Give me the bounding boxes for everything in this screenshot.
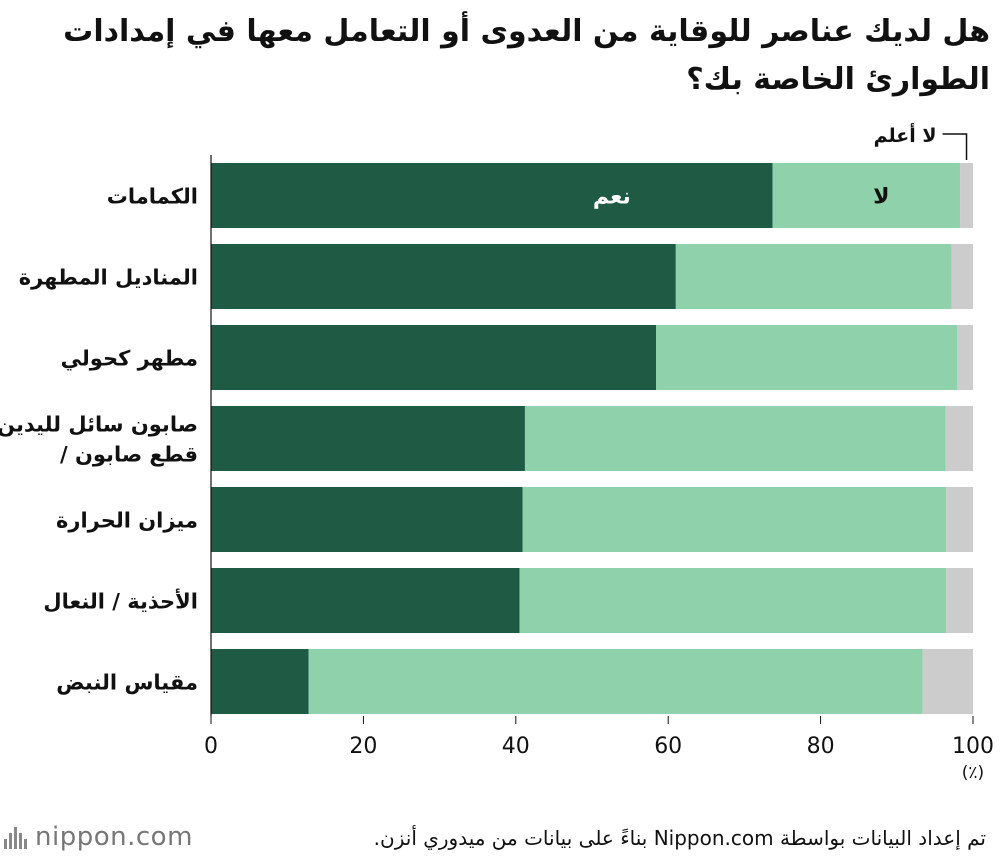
nippon-logo: nippon.com <box>4 822 193 852</box>
x-tick-label-4: 80 <box>807 734 835 759</box>
category-label-1-0: المناديل المطهرة <box>19 266 198 290</box>
category-label-0-0: الكمامات <box>107 185 198 209</box>
category-label-3-0: صابون سائل لليدين <box>0 413 198 437</box>
chart-title: هل لديك عناصر للوقاية من العدوى أو التعا… <box>63 14 990 97</box>
bar-yes-2 <box>211 325 657 390</box>
bar-no-5 <box>519 568 947 633</box>
bar-yes-1 <box>211 244 676 309</box>
bar-dont_know-6 <box>922 649 973 714</box>
bar-yes-6 <box>211 649 309 714</box>
legend-dont-know-leader <box>942 133 968 160</box>
category-label-3-1: / قطع صابون <box>60 443 198 467</box>
x-tick-label-5: 100 <box>952 734 994 759</box>
stacked-bar-chart: الكمامات المناديل المطهرة مطهر كحولي صابون … <box>0 123 994 783</box>
category-label-2-0: مطهر كحولي <box>61 347 198 371</box>
bar-no-4 <box>522 487 947 552</box>
legend-no-label: لا <box>873 185 889 210</box>
legend-dont-know-label: لا أعلم <box>874 123 937 147</box>
bar-dont_know-5 <box>946 568 973 633</box>
x-unit-label: (٪) <box>962 763 984 783</box>
category-label-4-0: ميزان الحرارة <box>56 509 198 533</box>
bar-no-3 <box>524 406 946 471</box>
bar-no-0 <box>772 163 961 228</box>
logo-text: nippon.com <box>35 822 193 852</box>
bar-yes-3 <box>211 406 525 471</box>
bar-dont_know-2 <box>956 325 973 390</box>
legend-yes-label: نعم <box>593 185 631 210</box>
bar-dont_know-1 <box>951 244 973 309</box>
category-label-5-0: الأحذية / النعال <box>43 588 198 614</box>
bar-dont_know-3 <box>945 406 973 471</box>
x-tick-label-2: 40 <box>502 734 530 759</box>
bar-yes-0 <box>211 163 773 228</box>
logo-mark-icon <box>4 825 27 849</box>
bar-no-1 <box>675 244 952 309</box>
source-note: تم إعداد البيانات بواسطة Nippon.com بناء… <box>373 826 986 850</box>
bar-yes-4 <box>211 487 523 552</box>
bar-yes-5 <box>211 568 520 633</box>
bar-no-2 <box>656 325 957 390</box>
x-tick-label-1: 20 <box>349 734 377 759</box>
x-tick-label-3: 60 <box>654 734 682 759</box>
bar-dont_know-4 <box>946 487 973 552</box>
bar-no-6 <box>308 649 923 714</box>
x-tick-label-0: 0 <box>204 734 218 759</box>
bar-dont_know-0 <box>960 163 973 228</box>
category-label-6-0: مقياس النبض <box>56 671 198 695</box>
